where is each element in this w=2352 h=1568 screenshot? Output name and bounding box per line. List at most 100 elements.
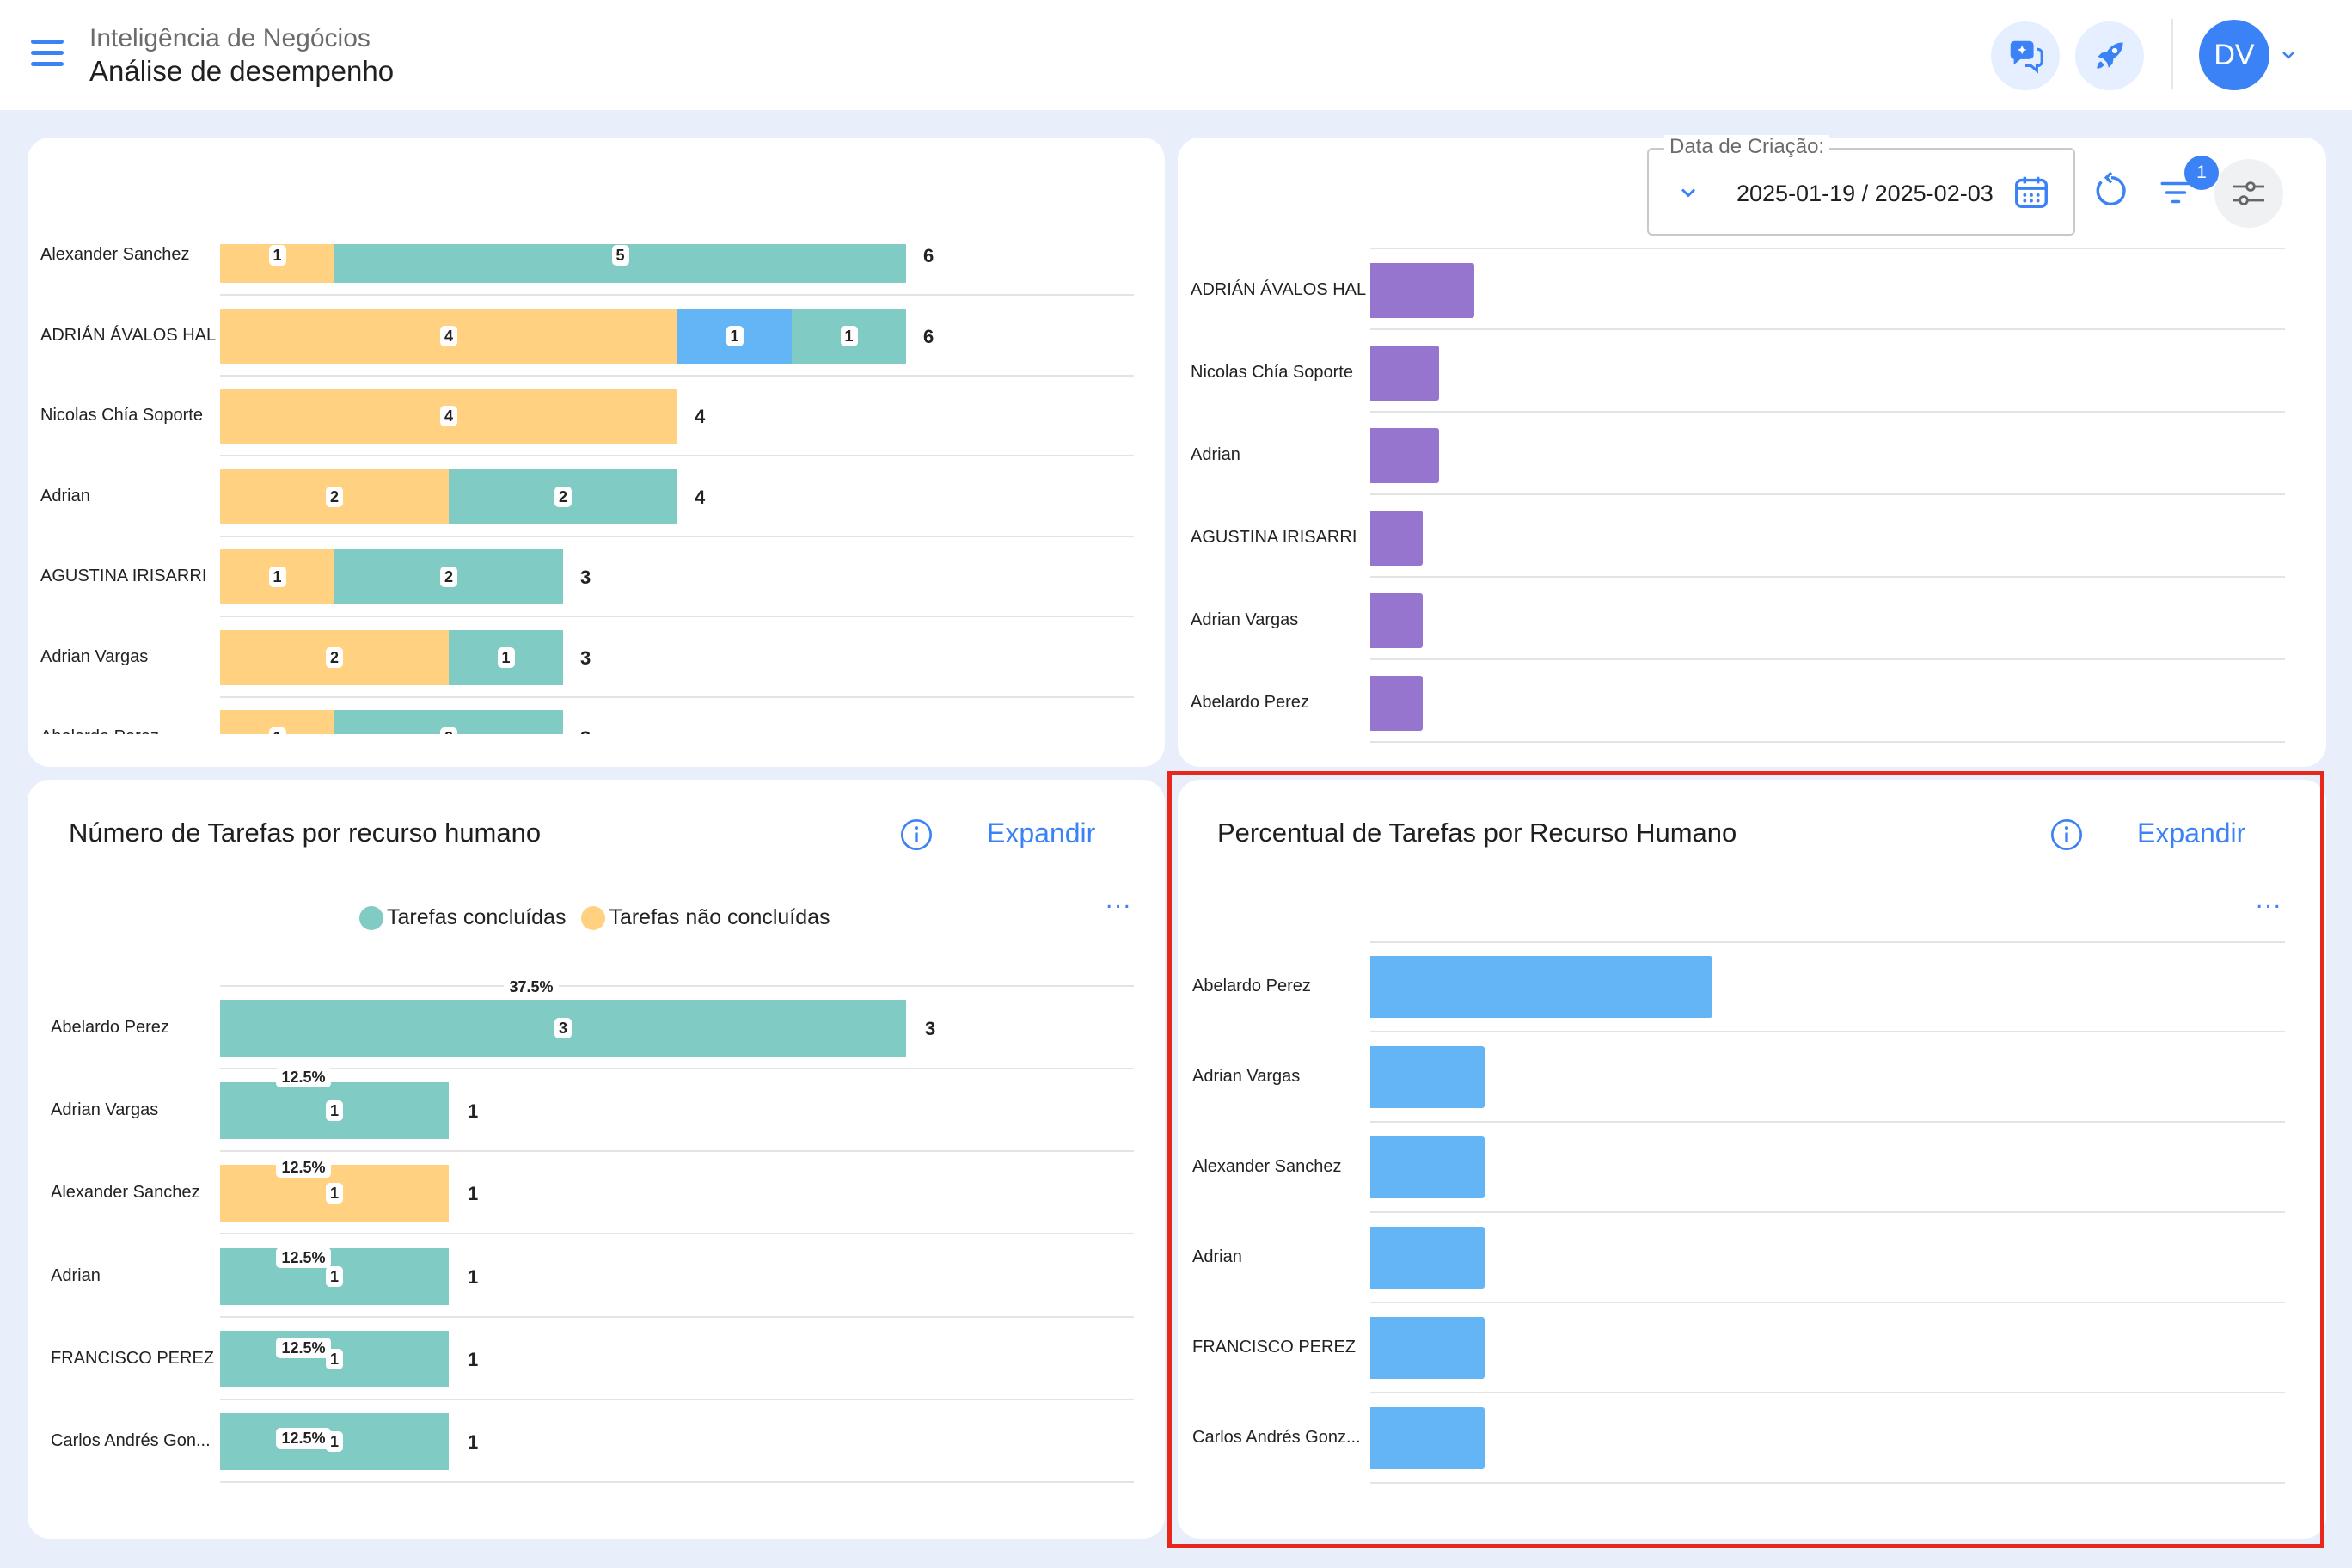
row-label: ADRIÁN ÁVALOS HAL	[1191, 280, 1367, 299]
grid-line	[220, 1315, 1134, 1318]
bar-value-label: 4	[439, 325, 458, 346]
row-total-label: 1	[468, 1265, 479, 1288]
bar-value-label: 1	[268, 567, 286, 587]
expand-link[interactable]: Expandir	[2137, 818, 2246, 848]
bar[interactable]	[1370, 1046, 1485, 1108]
row-label: Abelardo Perez	[40, 727, 159, 734]
row-label: Adrian Vargas	[51, 1100, 159, 1120]
tasks-stacked-card	[28, 138, 1165, 767]
bar[interactable]	[1370, 1136, 1485, 1198]
date-range-value[interactable]: 2025-01-19 / 2025-02-03	[1736, 181, 1994, 206]
row-label: Abelardo Perez	[1191, 693, 1309, 712]
tasks-percent-chart: Abelardo Perez 37.5% Adrian Vargas 12.5% Ale…	[276, 780, 2326, 1539]
bar-value-label: 4	[439, 406, 458, 426]
row-label: Abelardo Perez	[51, 1018, 169, 1037]
bar-value-label: 12.5%	[276, 1247, 331, 1268]
bar-value-label: 2	[325, 486, 344, 507]
app-title: Inteligência de Negócios	[89, 24, 371, 52]
bar[interactable]	[1370, 1227, 1485, 1289]
date-range-field[interactable]	[1647, 148, 2075, 236]
card-title: Número de Tarefas por recurso humano	[69, 818, 542, 848]
row-label: Nicolas Chía Soporte	[40, 406, 203, 425]
grid-line	[1370, 493, 2285, 495]
calendar-icon[interactable]	[2012, 172, 2051, 211]
grid-line	[220, 1481, 1134, 1483]
row-total-label: 4	[695, 406, 706, 427]
filter-count-badge: 1	[2184, 156, 2219, 190]
grid-line	[1370, 741, 2285, 743]
grid-line	[1370, 576, 2285, 578]
bar[interactable]	[1370, 346, 1440, 401]
refresh-icon[interactable]	[2092, 171, 2131, 211]
bar[interactable]	[1370, 593, 1423, 648]
bar-value-label: 12.5%	[276, 1338, 331, 1358]
grid-line	[1370, 658, 2285, 660]
info-icon[interactable]	[899, 818, 934, 852]
row-label: ADRIÁN ÁVALOS HAL	[40, 325, 217, 345]
chevron-down-icon[interactable]	[2278, 45, 2299, 65]
row-label: AGUSTINA IRISARRI	[40, 567, 207, 585]
row-label: Adrian	[1191, 445, 1240, 464]
bar[interactable]	[1370, 956, 1712, 1018]
bar-value-label: 12.5%	[276, 1428, 331, 1449]
chevron-down-icon[interactable]	[1676, 181, 1700, 205]
settings-button[interactable]	[2214, 159, 2283, 228]
row-label: FRANCISCO PEREZ	[1192, 1338, 1357, 1357]
grid-line	[220, 294, 1134, 296]
row-label: AGUSTINA IRISARRI	[1191, 528, 1357, 547]
bar[interactable]	[1370, 676, 1423, 731]
legend-dot-completed	[359, 905, 383, 930]
row-total-label: 6	[923, 325, 934, 347]
grid-line	[220, 616, 1134, 617]
bar-value-label: 1	[726, 325, 744, 346]
bar[interactable]	[1370, 1407, 1485, 1469]
grid-line	[220, 1150, 1134, 1153]
more-options-icon[interactable]: ...	[2256, 885, 2283, 914]
info-icon[interactable]	[2049, 818, 2084, 852]
tasks-percent-card: Percentual de Tarefas por Recurso Humano…	[276, 780, 2326, 1539]
row-label: Carlos Andrés Gon...	[51, 1431, 211, 1450]
legend-label-not-completed[interactable]: Tarefas não concluídas	[609, 905, 830, 929]
more-options-icon[interactable]: ...	[1106, 885, 1133, 914]
row-label: Alexander Sanchez	[1192, 1157, 1342, 1176]
row-total-label: 1	[468, 1348, 479, 1370]
row-total-label: 4	[695, 486, 706, 508]
bar[interactable]	[1370, 428, 1440, 483]
bar[interactable]	[1370, 1317, 1485, 1379]
expand-link[interactable]: Expandir	[987, 818, 1096, 848]
bar-value-label: 12.5%	[276, 1157, 331, 1178]
grid-line	[1370, 1121, 2285, 1123]
row-total-label: 1	[468, 1100, 479, 1123]
grid-line	[220, 1398, 1134, 1400]
rocket-button[interactable]	[2075, 21, 2144, 90]
bar-value-label: 37.5%	[504, 977, 559, 997]
bar-value-label: 1	[325, 1265, 344, 1287]
row-label: Adrian	[51, 1265, 101, 1285]
grid-line	[1370, 248, 2285, 249]
filter-icon[interactable]	[2158, 175, 2194, 211]
grid-line	[1370, 941, 2285, 943]
tasks-stacked-chart[interactable]: Alexander Sanchez 1 5 6 ADRIÁN ÁVALOS HAL 4 1 1…	[28, 244, 1165, 734]
grid-line	[1370, 1211, 2285, 1213]
grid-line	[1370, 1392, 2285, 1393]
page-title: Análise de desempenho	[89, 55, 395, 87]
avatar[interactable]: DV	[2199, 20, 2269, 90]
bar-value-label: 1	[268, 245, 286, 266]
legend-label-completed[interactable]: Tarefas concluídas	[387, 905, 567, 929]
bar-value-label: 3	[554, 1018, 573, 1038]
bar-value-label: 1	[840, 325, 858, 346]
row-total-label: 1	[468, 1431, 479, 1453]
row-label: Abelardo Perez	[1192, 977, 1311, 995]
grid-line	[1370, 1031, 2285, 1032]
bar[interactable]	[1370, 263, 1474, 318]
menu-icon[interactable]	[31, 40, 64, 67]
date-range-label: Data de Criação:	[1664, 135, 1830, 159]
percent-purple-chart[interactable]: ADRIÁN ÁVALOS HAL11.3%Nicolas Chía Sopor…	[1178, 244, 2326, 743]
row-label: Adrian	[40, 486, 90, 505]
grid-line	[220, 985, 1134, 987]
row-label: Alexander Sanchez	[40, 245, 190, 264]
chat-ai-button[interactable]	[1991, 21, 2060, 90]
chat-sparkle-icon	[2010, 40, 2043, 74]
bar[interactable]	[1370, 511, 1423, 566]
grid-line	[1370, 1302, 2285, 1303]
